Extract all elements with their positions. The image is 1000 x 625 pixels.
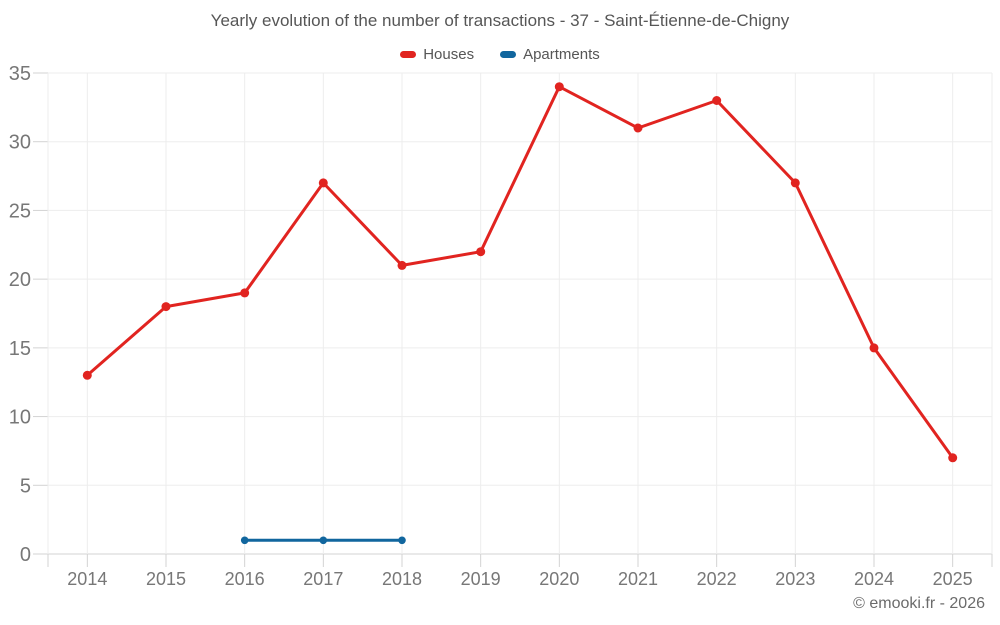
apartments-point[interactable] [319, 536, 328, 545]
x-axis-label: 2015 [146, 569, 186, 589]
houses-point[interactable] [318, 178, 328, 188]
x-axis-label: 2025 [933, 569, 973, 589]
x-axis-label: 2023 [775, 569, 815, 589]
y-axis-label: 35 [9, 63, 31, 85]
x-axis-label: 2018 [382, 569, 422, 589]
y-axis-label: 25 [9, 200, 31, 222]
houses-line [85, 85, 955, 460]
legend-item-apartments[interactable]: Apartments [500, 46, 600, 63]
houses-point[interactable] [240, 288, 250, 298]
y-axis-label: 0 [20, 544, 31, 566]
houses-point[interactable] [554, 82, 564, 92]
houses-point[interactable] [82, 370, 92, 380]
x-axis-label: 2016 [225, 569, 265, 589]
legend-label-houses: Houses [423, 46, 475, 63]
x-axis-label: 2024 [854, 569, 894, 589]
y-axis-label: 15 [9, 338, 31, 360]
houses-swatch-icon [400, 51, 417, 58]
legend-item-houses[interactable]: Houses [400, 46, 474, 63]
houses-point[interactable] [712, 96, 722, 105]
houses-point[interactable] [476, 247, 486, 257]
chart-title: Yearly evolution of the number of transa… [210, 11, 790, 30]
houses-point[interactable] [397, 260, 407, 270]
y-axis-label: 20 [9, 269, 31, 291]
x-axis-label: 2019 [461, 569, 501, 589]
x-axis-label: 2014 [67, 569, 107, 589]
legend-label-apartments: Apartments [523, 46, 600, 63]
x-axis-label: 2021 [618, 569, 658, 589]
x-axis-label: 2017 [303, 569, 343, 589]
copyright: © emooki.fr - 2026 [853, 595, 985, 612]
y-axis-label: 10 [9, 407, 31, 429]
houses-point[interactable] [790, 178, 800, 188]
houses-point[interactable] [948, 453, 958, 463]
x-axis-label: 2020 [539, 569, 579, 589]
y-axis-label: 5 [20, 475, 31, 497]
houses-point[interactable] [869, 343, 879, 353]
x-axis-label: 2022 [697, 569, 737, 589]
y-axis-label: 30 [9, 132, 31, 154]
apartments-point[interactable] [398, 536, 406, 545]
houses-point[interactable] [161, 302, 171, 312]
apartments-point[interactable] [240, 536, 249, 545]
houses-point[interactable] [633, 123, 643, 133]
apartments-swatch-icon [500, 51, 517, 58]
legend: Houses Apartments [0, 46, 1000, 63]
